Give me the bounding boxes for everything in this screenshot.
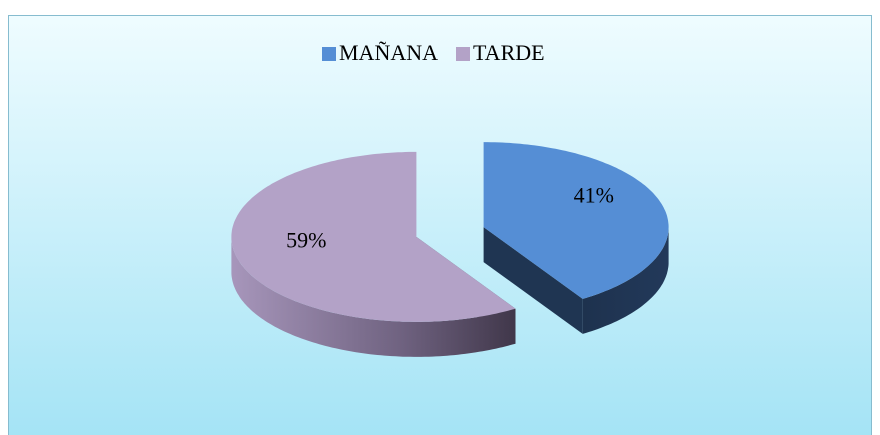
slice	[231, 151, 516, 322]
legend-label: MAÑANA	[339, 40, 438, 65]
legend-swatch	[322, 47, 336, 61]
pie: 41% 59%	[231, 142, 669, 357]
slice-side	[483, 227, 583, 334]
slice-wall	[231, 236, 516, 357]
legend-label: TARDE	[473, 40, 545, 65]
data-label: 59%	[286, 228, 326, 253]
slice	[483, 142, 669, 299]
legend: MAÑANA TARDE	[322, 40, 545, 65]
slice-wall	[582, 227, 669, 334]
data-label: 41%	[574, 182, 614, 207]
legend-swatch	[456, 47, 470, 61]
plot-background	[8, 15, 872, 435]
